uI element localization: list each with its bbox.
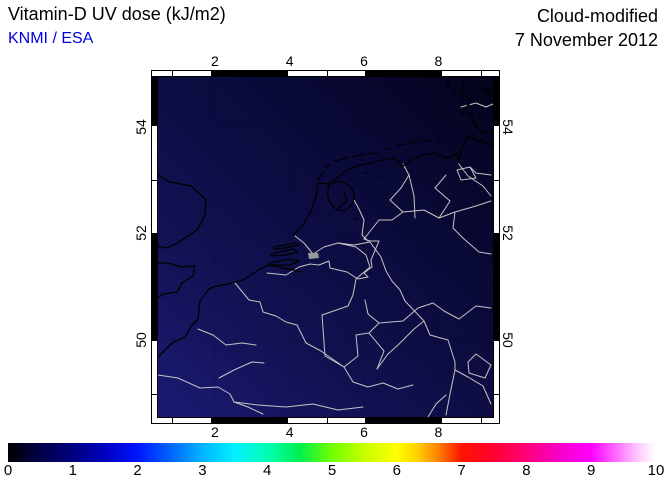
frame-minor-tick [249, 418, 251, 423]
river-seine-oise [158, 361, 265, 415]
colorbar [8, 443, 656, 462]
lat-tick-label-right: 52 [500, 225, 516, 242]
lat-tick-label-left: 54 [133, 119, 149, 135]
frame-segment [442, 418, 499, 423]
river-moselle [376, 320, 425, 370]
river-maas [321, 242, 371, 368]
colorbar-tick-label: 4 [263, 462, 272, 479]
coastline-france [158, 286, 214, 358]
lon-tick-label-bottom: 2 [211, 424, 219, 440]
coastline-england-north [158, 174, 207, 249]
river-waal-ijssel [294, 199, 371, 255]
north-frisian-islands [434, 78, 465, 120]
frame-minor-tick [494, 394, 499, 396]
frame-band-left [152, 76, 157, 418]
zeeland-island-1 [268, 258, 300, 266]
ijsselmeer-outline [327, 180, 355, 212]
colorbar-tick-label: 8 [522, 462, 531, 479]
date-label: 7 November 2012 [514, 30, 658, 50]
frame-segment [152, 340, 157, 418]
border-nl-de [363, 163, 410, 278]
lat-tick-label-left: 50 [133, 332, 149, 348]
frame-minor-tick [480, 71, 482, 76]
bremen-border-loop [456, 166, 477, 181]
frame-segment [152, 76, 157, 127]
credit-label: KNMI / ESA [8, 30, 94, 47]
colorbar-tick-label: 9 [587, 462, 596, 479]
border-be-de-lux [343, 299, 385, 370]
coastline-belgium-scheldt [212, 264, 302, 288]
frame-segment [152, 126, 157, 234]
state-borders-north [402, 200, 492, 255]
coastline-elbe-north [460, 77, 493, 134]
frame-segment [494, 340, 499, 418]
frame-segment [494, 126, 499, 234]
page-title: Vitamin-D UV dose (kJ/m2) [8, 4, 226, 24]
frame-minor-tick [494, 179, 499, 181]
frame-segment [442, 71, 499, 76]
zeeland-island-2 [270, 248, 299, 257]
map-svg [158, 77, 493, 417]
frame-segment [152, 71, 211, 76]
colorbar-tick-label: 5 [327, 462, 337, 479]
frame-minor-tick [249, 71, 251, 76]
frame-minor-tick [403, 71, 405, 76]
frame-segment [152, 418, 211, 423]
frame-minor-tick [152, 287, 157, 288]
frame-minor-tick [326, 418, 328, 423]
lon-tick-label-top: 8 [434, 53, 443, 69]
zeeland-island-3 [273, 242, 300, 250]
frame-band-bottom [152, 418, 499, 423]
border-nl-be [266, 260, 369, 280]
lat-tick-label-right: 54 [500, 119, 516, 135]
frame-band-right [494, 76, 499, 418]
colorbar-tick-label: 1 [68, 462, 77, 479]
frame-minor-tick [172, 418, 174, 423]
flensburg-coast [483, 86, 493, 97]
frame-segment [365, 71, 443, 76]
lat-tick-label-right: 50 [500, 332, 516, 348]
map-frame [151, 70, 500, 424]
colorbar-tick-label: 6 [392, 462, 401, 479]
lon-tick-label-bottom: 4 [285, 424, 294, 440]
colorbar-tick-label: 7 [457, 462, 466, 479]
river-somme [197, 328, 257, 346]
frame-minor-tick [152, 394, 157, 396]
lon-tick-label-top: 4 [285, 53, 294, 69]
header-right: Cloud-modified 7 November 2012 [515, 4, 658, 52]
frame-minor-tick [326, 71, 328, 76]
neckar-border-loop [454, 353, 492, 405]
lon-tick-label-top: 6 [360, 53, 368, 69]
colorbar-tick-label: 2 [133, 462, 142, 479]
frame-minor-tick [480, 418, 482, 423]
lon-tick-label-bottom: 8 [434, 424, 443, 440]
frame-minor-tick [494, 287, 499, 288]
colorbar-tick-label: 0 [3, 462, 13, 479]
mode-label: Cloud-modified [536, 6, 658, 26]
map-canvas [157, 76, 494, 418]
state-borders-south [378, 302, 492, 324]
frame-minor-tick [172, 71, 174, 76]
river-ems [408, 174, 416, 219]
coastline-england-south [158, 262, 196, 299]
frame-band-top [152, 71, 499, 76]
colorbar-tick-label: 3 [198, 462, 207, 479]
coastline-holland-german-bight [292, 135, 493, 236]
river-weser [457, 162, 492, 197]
frame-minor-tick [403, 418, 405, 423]
frame-segment [365, 418, 443, 423]
small-lakes [353, 172, 380, 220]
south-rivers [233, 366, 447, 417]
frame-minor-tick [152, 179, 157, 181]
wadden-islands [317, 138, 443, 181]
frame-segment [494, 76, 499, 127]
urban-patch-rotterdam [308, 253, 319, 259]
lat-tick-label-left: 52 [133, 225, 149, 242]
lon-tick-label-bottom: 6 [360, 424, 368, 440]
colorbar-tick-label: 10 [647, 462, 665, 479]
lon-tick-label-top: 2 [211, 53, 219, 69]
